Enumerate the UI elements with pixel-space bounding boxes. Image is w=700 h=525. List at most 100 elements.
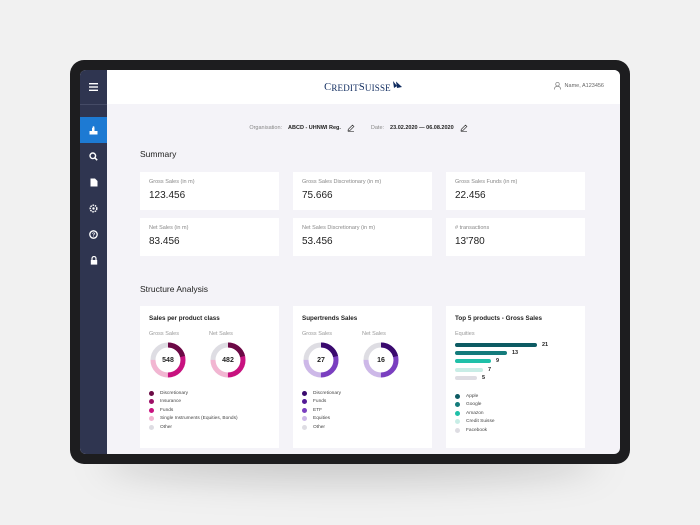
credit-suisse-logo[interactable]: C REDIT S UISSE [324, 81, 403, 93]
menu-button[interactable] [80, 70, 107, 105]
kpi-net-sales[interactable]: Net Sales (in m) 83.456 [140, 218, 279, 256]
kpi-value: 13'780 [455, 236, 485, 247]
legend-dot-icon [455, 410, 460, 416]
legend-dot-icon [455, 427, 460, 433]
bar-row[interactable]: 7 [455, 366, 576, 374]
kpi-value: 75.666 [302, 190, 333, 201]
kpi-label: Gross Sales Discretionary (in m) [302, 179, 382, 185]
legend-dot-icon [455, 419, 460, 425]
legend: Discretionary Funds ETF Equities Other [302, 389, 423, 432]
document-icon [90, 178, 97, 186]
sidebar-item-settings[interactable] [80, 195, 107, 221]
kpi-transactions[interactable]: # transactions 13'780 [446, 218, 585, 256]
sails-logo-icon [392, 81, 402, 88]
donut-chart-net[interactable]: 482 [209, 341, 247, 379]
kpi-label: Gross Sales (in m) [149, 179, 195, 185]
kpi-label: Gross Sales Funds (in m) [455, 179, 518, 185]
donut-value: 482 [222, 356, 234, 364]
bar-row[interactable]: 5 [455, 374, 576, 382]
legend: Discretionary Insurance Funds Single Ins… [149, 389, 270, 432]
legend-item: Amazon [455, 409, 576, 418]
sidebar-item-documents[interactable] [80, 169, 107, 195]
legend-dot-icon [302, 416, 307, 422]
donut-value: 16 [377, 356, 385, 364]
kpi-value: 22.456 [455, 190, 486, 201]
legend-item: Apple [455, 392, 576, 401]
donut-value: 27 [317, 356, 325, 364]
kpi-gross-sales-discretionary[interactable]: Gross Sales Discretionary (in m) 75.666 [293, 172, 432, 210]
legend-item: ETF [302, 406, 423, 415]
chart-icon [89, 125, 98, 134]
bar-row[interactable]: 9 [455, 357, 576, 365]
kpi-label: Net Sales (in m) [149, 225, 189, 231]
sidebar-item-help[interactable]: ? [80, 221, 107, 247]
bar-row[interactable]: 13 [455, 349, 576, 357]
svg-text:?: ? [92, 232, 96, 238]
legend-item: Other [149, 423, 270, 432]
kpi-value: 53.456 [302, 236, 333, 247]
legend-item: Single Instruments (Equities, Bonds) [149, 415, 270, 424]
organisation-value: ABCD - UHNWI Reg. [288, 125, 341, 131]
sidebar: ? [80, 70, 107, 454]
kpi-gross-sales[interactable]: Gross Sales (in m) 123.456 [140, 172, 279, 210]
legend: Apple Google Amazon Credit Suisse Facebo… [455, 392, 576, 435]
search-icon [89, 151, 98, 161]
filter-bar: Organisation: ABCD - UHNWI Reg. Date: 23… [140, 124, 587, 132]
structure-analysis-title: Structure Analysis [140, 284, 209, 294]
legend-item: Equities [302, 415, 423, 424]
dashboard-content: Organisation: ABCD - UHNWI Reg. Date: 23… [107, 104, 620, 454]
legend-item: Other [302, 423, 423, 432]
donut-label: Net Sales [362, 331, 386, 337]
date-range-value: 23.02.2020 — 06.08.2020 [390, 125, 454, 131]
user-name: Name, A123456 [564, 83, 604, 89]
card-title: Top 5 products - Gross Sales [455, 315, 543, 322]
legend-dot-icon [149, 399, 154, 405]
sidebar-item-lock[interactable] [80, 247, 107, 273]
legend-dot-icon [302, 424, 307, 430]
legend-item: Google [455, 400, 576, 409]
card-title: Supertrends Sales [302, 315, 358, 322]
edit-organisation-icon[interactable] [347, 124, 355, 132]
sidebar-item-search[interactable] [80, 143, 107, 169]
bar-chart: 21 13 9 7 5 [455, 341, 576, 382]
legend-dot-icon [149, 390, 154, 396]
legend-dot-icon [149, 416, 154, 422]
legend-item: Discretionary [149, 389, 270, 398]
app-screen: ? C REDIT S UISSE Name, A123456 Organisati [80, 70, 620, 454]
lock-icon [90, 255, 97, 265]
user-icon [553, 82, 561, 90]
legend-dot-icon [302, 407, 307, 413]
legend-item: Funds [302, 398, 423, 407]
legend-dot-icon [302, 390, 307, 396]
donut-chart-gross[interactable]: 27 [302, 341, 340, 379]
summary-title: Summary [140, 149, 177, 159]
tablet-frame: ? C REDIT S UISSE Name, A123456 Organisati [70, 60, 630, 464]
donut-value: 548 [162, 356, 174, 364]
legend-dot-icon [302, 399, 307, 405]
edit-date-icon[interactable] [460, 124, 468, 132]
donut-label: Gross Sales [149, 331, 179, 337]
kpi-value: 83.456 [149, 236, 180, 247]
card-title: Sales per product class [149, 315, 220, 322]
legend-dot-icon [149, 424, 154, 430]
help-icon: ? [89, 229, 98, 239]
structure-cards: Sales per product class Gross Sales [140, 306, 587, 448]
legend-dot-icon [455, 402, 460, 408]
kpi-label: # transactions [455, 225, 490, 231]
donut-label: Net Sales [209, 331, 233, 337]
donut-chart-net[interactable]: 16 [362, 341, 400, 379]
main-area: C REDIT S UISSE Name, A123456 Organisation… [107, 70, 620, 454]
bar-row[interactable]: 21 [455, 341, 576, 349]
kpi-gross-sales-funds[interactable]: Gross Sales Funds (in m) 22.456 [446, 172, 585, 210]
legend-dot-icon [455, 393, 460, 399]
summary-kpi-grid: Gross Sales (in m) 123.456 Gross Sales D… [140, 172, 587, 256]
legend-item: Facebook [455, 426, 576, 435]
kpi-value: 123.456 [149, 190, 186, 201]
legend-dot-icon [149, 407, 154, 413]
legend-item: Credit Suisse [455, 417, 576, 426]
user-menu[interactable]: Name, A123456 [553, 82, 604, 90]
gear-icon [89, 204, 98, 212]
kpi-net-sales-discretionary[interactable]: Net Sales Discretionary (in m) 53.456 [293, 218, 432, 256]
sidebar-item-dashboard[interactable] [80, 117, 107, 143]
donut-chart-gross[interactable]: 548 [149, 341, 187, 379]
